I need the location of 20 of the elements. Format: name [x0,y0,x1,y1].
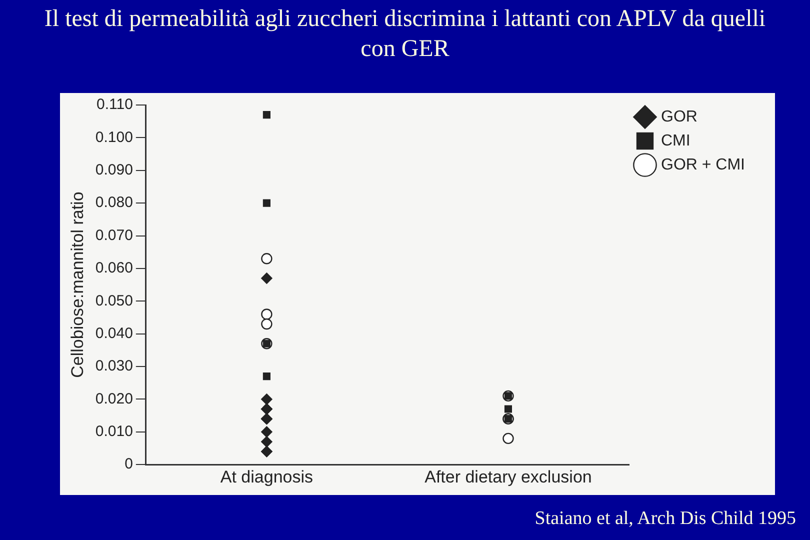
y-tick-label: 0.030 [95,358,133,375]
legend-label: CMI [660,132,690,150]
y-tick-label: 0.100 [95,128,133,146]
legend-label: GOR [660,108,698,126]
y-tick-label: 0.070 [95,226,133,244]
legend-label: GOR + CMI [660,156,746,174]
y-tick-label: 0.090 [95,162,133,179]
y-tick-label: 0.010 [95,423,133,440]
x-tick-label: At diagnosis [220,467,314,486]
y-tick-label: 0.110 [96,96,133,114]
chart-title: Il test di permeabilità agli zuccheri discrimina i lattanti con APLV da quelli con GER [43,5,767,64]
y-tick-label: 0.050 [95,292,133,310]
y-axis-title: Cellobiose:mannitol ratio [68,192,87,378]
y-tick-label: 0.020 [95,390,133,408]
y-tick-label: 0 [124,456,133,473]
y-tick-label: 0.080 [95,194,133,212]
y-tick-label: 0.040 [95,324,133,342]
y-tick-label: 0.060 [95,260,133,277]
x-tick-label: After dietary exclusion [424,467,592,486]
text: Staiano et al, Arch Dis Child 1995 [534,508,796,530]
